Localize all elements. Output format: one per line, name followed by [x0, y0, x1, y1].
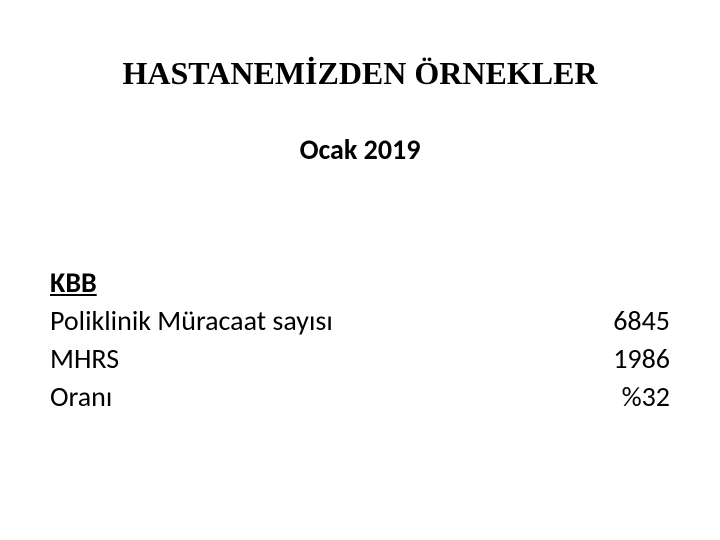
department-heading: KBB: [50, 265, 670, 300]
row-value: 6845: [560, 302, 670, 340]
row-value: %32: [560, 378, 670, 416]
data-row: MHRS 1986: [50, 340, 670, 378]
row-label: Poliklinik Müracaat sayısı: [50, 302, 333, 340]
row-label: Oranı: [50, 378, 112, 416]
data-row: Poliklinik Müracaat sayısı 6845: [50, 302, 670, 340]
data-row: Oranı %32: [50, 378, 670, 416]
content-block: KBB Poliklinik Müracaat sayısı 6845 MHRS…: [50, 265, 670, 415]
row-label: MHRS: [50, 340, 119, 378]
row-value: 1986: [560, 340, 670, 378]
page-title: HASTANEMİZDEN ÖRNEKLER: [0, 55, 720, 92]
page-subtitle: Ocak 2019: [0, 132, 720, 167]
